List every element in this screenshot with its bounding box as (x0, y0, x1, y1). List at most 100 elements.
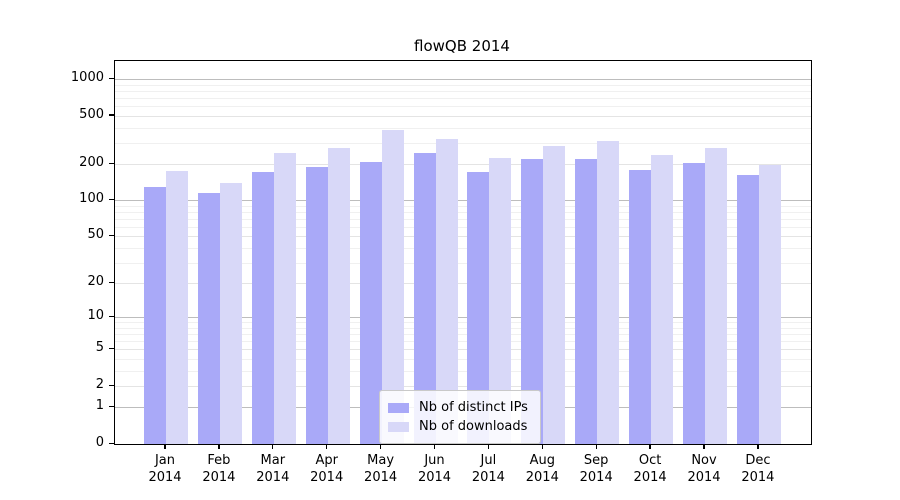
bar-jan-downloads (166, 171, 188, 444)
legend: Nb of distinct IPs Nb of downloads (379, 390, 541, 444)
y-tick-mark-5 (109, 347, 114, 350)
x-tick-label-feb: Feb 2014 (189, 452, 249, 486)
bar-feb-distinct-ips (197, 192, 220, 444)
bar-aug-distinct-ips (521, 158, 544, 444)
bar-jun-distinct-ips (413, 153, 436, 444)
bar-aug-downloads (543, 146, 566, 444)
x-tick-month: Jun (424, 453, 445, 468)
x-tick-mark-sep (595, 444, 597, 449)
x-tick-label-jun: Jun 2014 (405, 452, 465, 486)
y-tick-mark-100 (109, 198, 114, 201)
gridline-9 (115, 322, 811, 324)
y-tick-label-20: 20 (87, 274, 104, 290)
gridline-80 (115, 212, 811, 213)
x-tick-label-oct: Oct 2014 (620, 452, 680, 486)
x-tick-label-sep: Sep 2014 (566, 452, 626, 486)
x-tick-mark-dec (757, 444, 759, 449)
y-tick-mark-200 (109, 162, 114, 164)
legend-item-downloads: Nb of downloads (388, 418, 528, 435)
legend-swatch-downloads (388, 421, 409, 432)
bar-sep-downloads (597, 141, 620, 444)
y-tick-label-5: 5 (95, 340, 104, 356)
x-tick-year: 2014 (202, 470, 236, 485)
x-tick-mark-jan (164, 444, 166, 449)
x-tick-year: 2014 (148, 470, 182, 485)
bar-mar-distinct-ips (251, 171, 274, 444)
chart-title: flowQB 2014 (414, 37, 510, 55)
x-tick-month: Sep (583, 453, 609, 468)
x-tick-label-apr: Apr 2014 (297, 452, 357, 486)
y-tick-label-1: 1 (95, 398, 104, 414)
x-tick-label-mar: Mar 2014 (243, 452, 303, 486)
gridline-800 (115, 91, 811, 92)
y-tick-label-0: 0 (95, 435, 104, 450)
x-tick-month: Jan (154, 453, 176, 468)
y-tick-mark-500 (109, 114, 114, 116)
y-tick-mark-10 (109, 315, 114, 318)
x-tick-year: 2014 (310, 470, 344, 485)
gridline-100 (115, 200, 811, 202)
y-tick-label-500: 500 (79, 106, 104, 122)
x-tick-label-jan: Jan 2014 (135, 452, 195, 486)
gridline-400 (115, 127, 811, 129)
x-tick-year: 2014 (633, 470, 667, 485)
x-tick-mark-aug (541, 444, 543, 449)
x-tick-year: 2014 (471, 470, 505, 485)
bar-apr-downloads (327, 147, 350, 444)
gridline-7 (115, 334, 811, 336)
gridline-10 (115, 317, 811, 319)
bar-may-distinct-ips (359, 162, 382, 444)
x-tick-mark-mar (272, 444, 274, 449)
x-tick-month: Feb (207, 453, 231, 468)
gridline-40 (115, 248, 811, 249)
bar-dec-distinct-ips (736, 174, 759, 444)
x-tick-month: Apr (315, 453, 338, 468)
x-tick-month: Jul (480, 453, 497, 468)
y-tick-label-50: 50 (87, 227, 104, 243)
x-tick-label-nov: Nov 2014 (674, 452, 734, 486)
gridline-20 (115, 283, 811, 285)
x-tick-label-dec: Dec 2014 (728, 452, 788, 486)
x-tick-year: 2014 (364, 470, 398, 485)
x-tick-year: 2014 (741, 470, 775, 485)
legend-swatch-distinct-ips (388, 402, 409, 413)
x-tick-year: 2014 (687, 470, 721, 485)
bar-jun-downloads (435, 139, 458, 444)
gridline-3 (115, 370, 811, 372)
legend-item-distinct-ips: Nb of distinct IPs (388, 399, 528, 416)
x-tick-mark-nov (703, 444, 705, 449)
gridline-500 (115, 115, 811, 117)
y-tick-label-10: 10 (87, 308, 104, 324)
x-tick-month: Mar (260, 453, 286, 468)
gridline-8 (115, 328, 811, 329)
gridline-900 (115, 84, 811, 86)
legend-label-distinct-ips: Nb of distinct IPs (419, 400, 528, 415)
bar-jul-distinct-ips (467, 172, 490, 444)
y-tick-mark-1000 (109, 77, 114, 80)
x-tick-mark-oct (649, 444, 651, 449)
gridline-30 (115, 262, 811, 264)
bar-oct-downloads (651, 155, 674, 444)
gridline-600 (115, 106, 811, 108)
x-tick-year: 2014 (256, 470, 290, 485)
y-tick-label-1000: 1000 (70, 70, 104, 86)
x-tick-mark-may (379, 444, 382, 449)
x-tick-label-jul: Jul 2014 (458, 452, 518, 486)
bar-nov-downloads (705, 147, 727, 444)
gridline-60 (115, 227, 811, 228)
x-tick-month: Aug (529, 453, 555, 468)
x-tick-mark-feb (218, 444, 220, 449)
bar-jan-distinct-ips (144, 187, 166, 444)
gridline-1000 (115, 79, 811, 81)
x-tick-year: 2014 (579, 470, 613, 485)
x-tick-label-may: May 2014 (351, 452, 411, 486)
x-tick-mark-apr (326, 444, 328, 449)
bar-jul-downloads (489, 157, 512, 444)
gridline-300 (115, 142, 811, 144)
bar-may-downloads (381, 130, 404, 444)
bar-nov-distinct-ips (683, 163, 705, 444)
x-tick-mark-jul (487, 444, 490, 449)
x-tick-label-aug: Aug 2014 (512, 452, 572, 486)
y-tick-label-200: 200 (79, 155, 104, 170)
